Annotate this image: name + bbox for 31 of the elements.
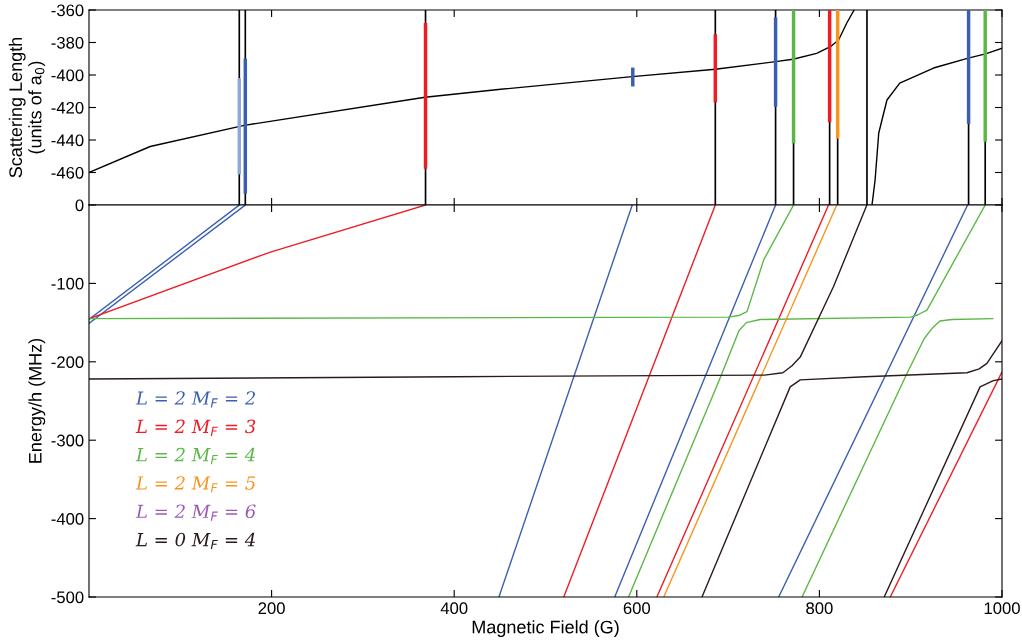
y-tick-label: -200 — [51, 356, 84, 368]
x-axis-title: Magnetic Field (G) — [472, 620, 619, 638]
text: L = 0 M$_{F}$ = 4 — [135, 532, 255, 550]
line-series — [701, 339, 1002, 597]
y-tick-label: -500 — [51, 591, 84, 604]
y-tick-label: -300 — [51, 434, 84, 447]
y-axis-title: Energy/h (MHz) — [28, 338, 46, 463]
text: L = 2 M$_{F}$ = 4 — [135, 447, 255, 465]
line-series — [89, 205, 795, 320]
line-series — [627, 205, 986, 597]
y-tick-label: -400 — [51, 513, 84, 525]
text: L = 2 M$_{F}$ = 3 — [135, 419, 256, 436]
x-tick-label: 800 — [806, 602, 833, 615]
line-series — [89, 205, 868, 380]
y-axis-title: Scattering Length (units of a$_{0}$) — [8, 37, 46, 178]
y-tick-label: -420 — [51, 101, 84, 114]
x-tick-label: 600 — [623, 602, 651, 615]
text: L = 2 M$_{F}$ = 5 — [135, 476, 256, 493]
y-tick-label: -400 — [51, 69, 84, 82]
line-series — [801, 317, 994, 597]
y-tick-label: -100 — [51, 277, 84, 290]
y-tick-label: -440 — [51, 134, 84, 147]
y-tick-label: 0 — [75, 199, 84, 212]
x-tick-label: 1000 — [984, 602, 1020, 615]
text: L = 2 M$_{F}$ = 2 — [135, 391, 256, 408]
y-tick-label: -380 — [51, 36, 84, 49]
x-tick-label: 400 — [440, 602, 468, 615]
x-tick-label: 200 — [258, 602, 285, 615]
y-tick-label: -360 — [51, 4, 84, 17]
legend-label: L = 2 M$_{F}$ = 6 — [135, 504, 256, 521]
y-tick-label: -460 — [51, 166, 84, 179]
